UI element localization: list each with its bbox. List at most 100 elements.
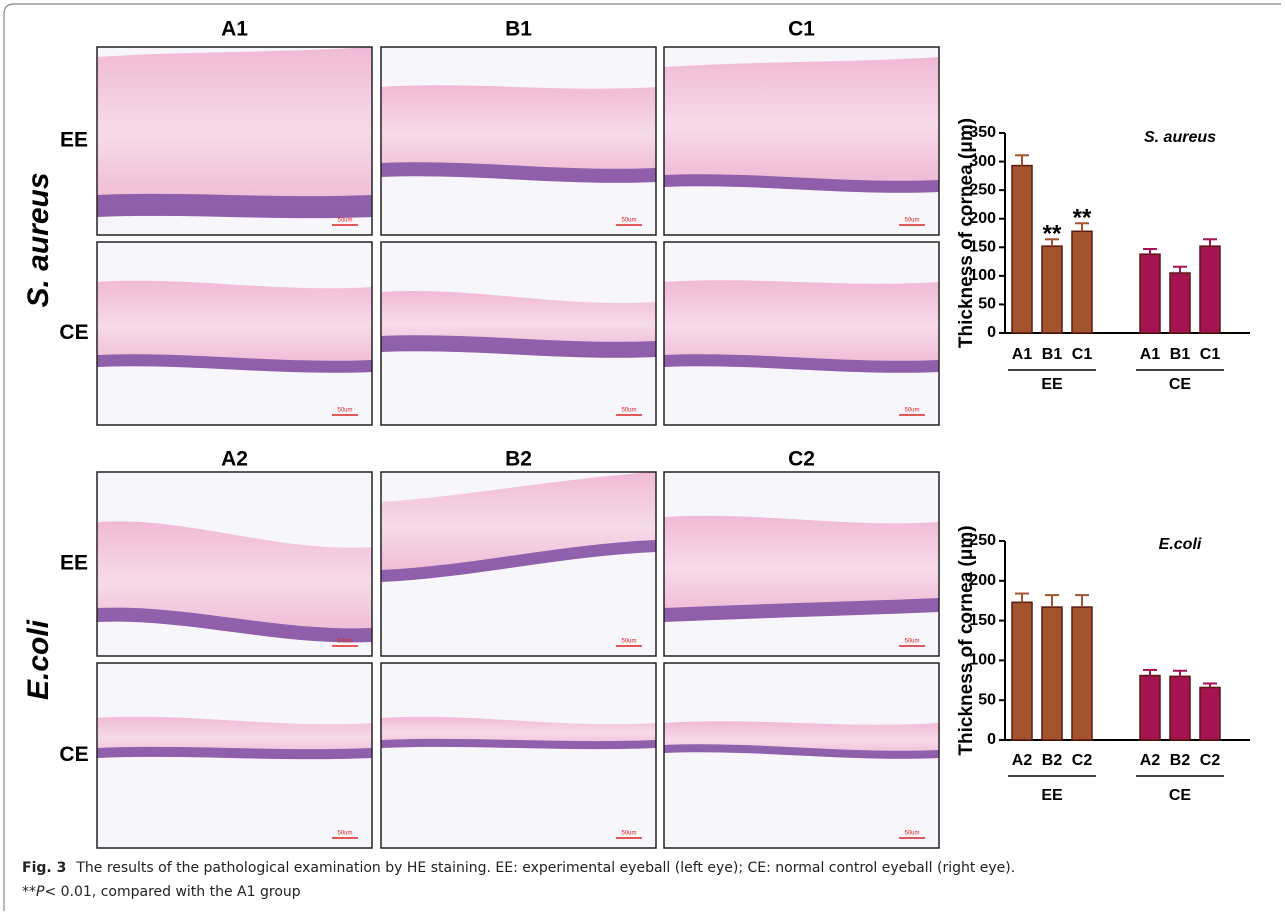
chart-title: S. aureus (1144, 129, 1216, 146)
micrograph-frame (96, 662, 373, 849)
x-tick-label: A1 (1140, 346, 1161, 363)
caption-note-p: P (36, 884, 45, 900)
caption-note-mark: ** (22, 884, 36, 900)
row-label: CE (59, 321, 88, 344)
bar (1199, 245, 1221, 334)
y-axis-label: Thickness of cornea (μm) (956, 118, 977, 348)
x-tick-label: B2 (1042, 752, 1063, 769)
bar (1011, 164, 1033, 334)
column-header: C1 (788, 18, 815, 41)
micrograph-frame (96, 46, 373, 236)
y-axis-label: Thickness of cornea (μm) (956, 525, 977, 755)
micrograph-frame (663, 471, 940, 657)
micrograph-frame (380, 241, 657, 426)
scale-bar-label: 50um (621, 218, 636, 224)
row-label: CE (59, 743, 88, 766)
error-bar (1173, 265, 1187, 273)
x-tick-label: C1 (1200, 346, 1221, 363)
bar (1169, 675, 1191, 741)
micrograph-frame (663, 662, 940, 849)
scale-bar-label: 50um (621, 408, 636, 414)
micrograph: 50um (96, 471, 373, 657)
tissue-epithelium (664, 354, 939, 373)
error-bar (1203, 682, 1217, 688)
scale-bar-label: 50um (621, 831, 636, 837)
error-bar (1075, 222, 1089, 232)
tissue-epithelium (664, 598, 939, 622)
micrograph-frame (380, 662, 657, 849)
micrograph-frame (380, 471, 657, 657)
column-header: A1 (221, 18, 248, 41)
tissue-epithelium (97, 354, 372, 373)
error-bar (1045, 594, 1059, 608)
x-tick-label: B1 (1042, 346, 1063, 363)
y-tick-label: 50 (978, 691, 996, 708)
scale-bar-label: 50um (337, 639, 352, 645)
micrograph: 50um (663, 471, 940, 657)
x-tick-label: A2 (1140, 752, 1161, 769)
tissue-stroma (664, 280, 939, 373)
bar (1041, 606, 1063, 741)
caption-text: The results of the pathological examinat… (75, 860, 1015, 876)
y-tick-label: 200 (969, 210, 996, 227)
error-bar (1173, 669, 1187, 677)
group-label: CE (1169, 787, 1192, 804)
y-tick-label: 250 (969, 181, 996, 198)
x-tick-label: C2 (1072, 752, 1093, 769)
tissue-stroma (97, 280, 372, 373)
micrograph-frame (663, 46, 940, 236)
micrograph: 50um (380, 471, 657, 657)
scale-bar-label: 50um (904, 408, 919, 414)
x-tick-label: C1 (1072, 346, 1093, 363)
x-tick-label: C2 (1200, 752, 1221, 769)
x-tick-label: A1 (1012, 346, 1033, 363)
tissue-epithelium (381, 162, 656, 183)
micrograph-frame (96, 471, 373, 657)
caption-note-text: < 0.01, compared with the A1 group (44, 884, 300, 900)
y-tick-label: 350 (969, 124, 996, 141)
error-bar (1075, 594, 1089, 608)
tissue-stroma (664, 515, 939, 622)
scale-bar-label: 50um (621, 639, 636, 645)
scale-bar-label: 50um (904, 831, 919, 837)
y-tick-label: 150 (969, 239, 996, 256)
figure-border (3, 3, 1281, 911)
bar (1199, 686, 1221, 741)
group-label: EE (1041, 376, 1063, 393)
tissue-epithelium (664, 744, 939, 759)
y-tick-label: 0 (987, 731, 996, 748)
scale-bar-label: 50um (337, 408, 352, 414)
scale-bar-label: 50um (904, 218, 919, 224)
tissue-epithelium (381, 335, 656, 358)
micrograph: 50um (380, 241, 657, 426)
micrograph: 50um (663, 662, 940, 849)
tissue-epithelium (381, 738, 656, 750)
tissue-epithelium (381, 540, 656, 582)
bar (1169, 272, 1191, 334)
column-header: B2 (505, 448, 532, 471)
micrograph: 50um (96, 46, 373, 236)
y-tick-label: 0 (987, 324, 996, 341)
bar (1071, 606, 1093, 741)
scale-bar-label: 50um (337, 218, 352, 224)
micrograph: 50um (96, 662, 373, 849)
significance-mark: ** (1043, 221, 1062, 248)
tissue-epithelium (664, 174, 939, 193)
error-bar (1203, 238, 1217, 247)
bar (1041, 245, 1063, 334)
row-label: EE (60, 552, 88, 575)
tissue-stroma (381, 85, 656, 183)
caption-label: Fig. 3 (22, 860, 66, 876)
micrograph: 50um (663, 241, 940, 426)
group-label: EE (1041, 787, 1063, 804)
column-header: A2 (221, 448, 248, 471)
error-bar (1143, 668, 1157, 676)
bar (1071, 230, 1093, 334)
scale-bar-label: 50um (337, 831, 352, 837)
tissue-epithelium (97, 193, 372, 219)
caption-line-1: Fig. 3 The results of the pathological ex… (22, 860, 1015, 876)
y-tick-label: 100 (969, 267, 996, 284)
organism-label: E.coli (22, 619, 55, 700)
y-tick-label: 300 (969, 153, 996, 170)
